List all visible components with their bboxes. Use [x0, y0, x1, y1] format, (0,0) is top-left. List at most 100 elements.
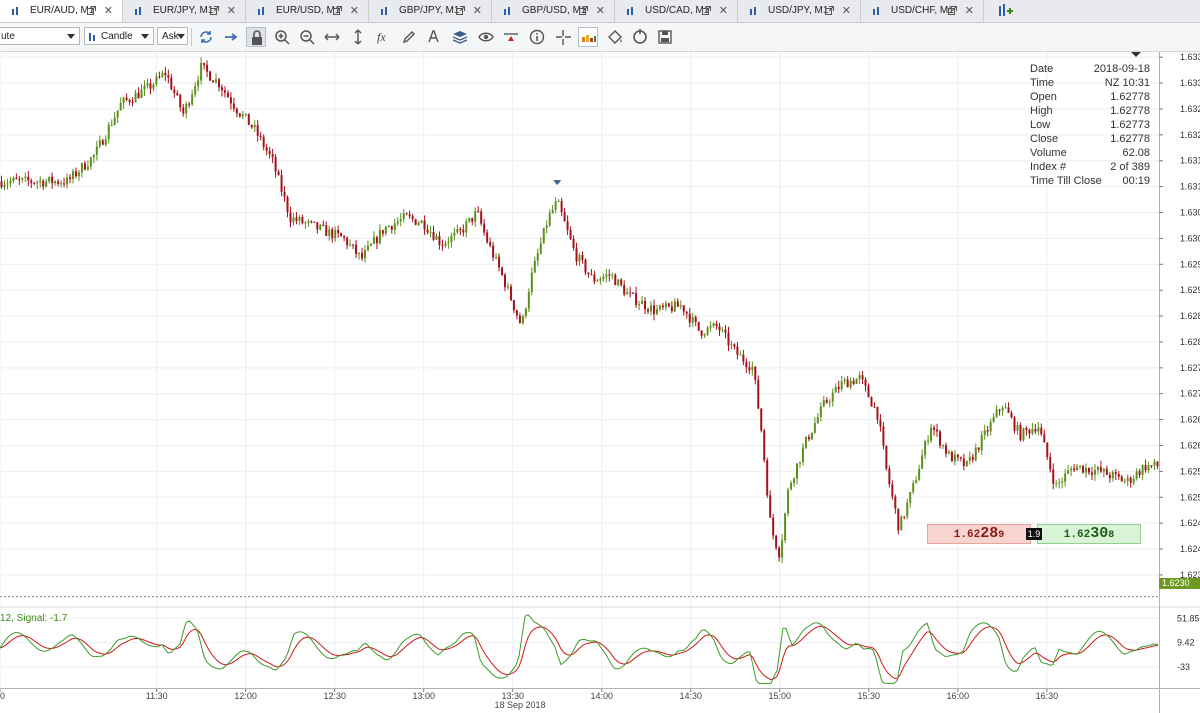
- price-side-select[interactable]: Ask: [157, 27, 188, 45]
- candle-body: [203, 62, 206, 65]
- candle-body: [259, 135, 262, 137]
- candle-body: [1093, 469, 1096, 475]
- buy-button[interactable]: 1.62308: [1037, 524, 1141, 544]
- popout-icon[interactable]: [579, 6, 588, 15]
- chart-type-select[interactable]: Candle: [84, 27, 154, 45]
- candle-body: [89, 157, 92, 167]
- popout-icon[interactable]: [456, 6, 465, 15]
- close-icon[interactable]: ✕: [226, 5, 236, 17]
- tab-eur-jpy[interactable]: EUR/JPY, M1 ✕: [123, 0, 246, 22]
- tab-eur-aud[interactable]: EUR/AUD, M1 ✕: [0, 0, 123, 22]
- close-icon[interactable]: ✕: [718, 5, 728, 17]
- close-icon[interactable]: ✕: [103, 5, 113, 17]
- candle-body: [411, 216, 414, 220]
- candle-body: [262, 136, 265, 148]
- fill-button[interactable]: [605, 27, 625, 47]
- close-icon[interactable]: ✕: [964, 5, 974, 17]
- candle-body: [798, 462, 801, 464]
- y-tick-label: 1.6300: [1180, 233, 1200, 243]
- candle-body: [176, 93, 179, 95]
- add-tab-icon[interactable]: [998, 3, 1014, 19]
- candle-body: [530, 272, 533, 293]
- axis-scroll-pointer[interactable]: [1131, 52, 1141, 57]
- candle-body: [703, 334, 706, 336]
- candle-body: [709, 325, 712, 328]
- close-icon[interactable]: ✕: [349, 5, 359, 17]
- candle-body: [781, 540, 784, 558]
- candle-body: [256, 125, 259, 136]
- candle-body: [1141, 465, 1144, 475]
- reset-button[interactable]: [630, 27, 650, 47]
- tab-eur-usd[interactable]: EUR/USD, M1 ✕: [246, 0, 369, 22]
- svg-text:fx: fx: [377, 30, 386, 44]
- candle-body: [164, 72, 167, 76]
- tab-label: EUR/AUD, M1: [30, 5, 95, 16]
- candle-body: [361, 252, 364, 259]
- info-value: 1.62778: [1110, 133, 1150, 145]
- candle-body: [712, 323, 715, 326]
- candle-body: [930, 427, 933, 441]
- candle-body: [715, 323, 718, 327]
- candle-body: [313, 221, 316, 223]
- candle-body: [858, 375, 861, 379]
- candle-body: [956, 454, 959, 458]
- info-value: 1.62778: [1110, 91, 1150, 103]
- close-icon[interactable]: ✕: [595, 5, 605, 17]
- zoom-out-button[interactable]: [297, 27, 317, 47]
- tab-usd-chf[interactable]: USD/CHF, M1 ✕: [861, 0, 984, 22]
- bid-ask-widget[interactable]: 1.62289 1.9 1.62308: [927, 524, 1141, 544]
- fit-horizontal-button[interactable]: [322, 27, 342, 47]
- candle-body: [1022, 428, 1025, 441]
- candle-body: [1099, 466, 1102, 472]
- popout-icon[interactable]: [702, 6, 711, 15]
- candle-body: [1016, 424, 1019, 431]
- sell-button[interactable]: 1.62289: [927, 524, 1031, 544]
- crosshair-button[interactable]: [553, 27, 573, 47]
- popout-icon[interactable]: [333, 6, 342, 15]
- candle-body: [1040, 427, 1043, 435]
- x-tick-label: 15:00: [769, 691, 792, 701]
- period-select[interactable]: ute: [0, 27, 80, 45]
- fit-horizontal-icon: [324, 33, 340, 41]
- fit-vertical-icon: [354, 29, 362, 45]
- candle-body: [885, 445, 888, 469]
- candle-body: [846, 379, 849, 388]
- tab-usd-cad[interactable]: USD/CAD, M1 ✕: [615, 0, 738, 22]
- candle-body: [542, 228, 545, 244]
- popout-icon[interactable]: [87, 6, 96, 15]
- zoom-in-button[interactable]: [272, 27, 292, 47]
- popout-icon[interactable]: [210, 6, 219, 15]
- lock-button[interactable]: [246, 27, 266, 47]
- shift-chart-button[interactable]: [221, 27, 241, 47]
- info-label: Time Till Close: [1030, 175, 1102, 187]
- tab-gbp-jpy[interactable]: GBP/JPY, M1 ✕: [369, 0, 492, 22]
- view-button[interactable]: [476, 27, 496, 47]
- refresh-button[interactable]: [196, 27, 216, 47]
- layers-button[interactable]: [450, 27, 470, 47]
- x-tick-label: 12:30: [323, 691, 346, 701]
- indicators-button[interactable]: fx: [374, 27, 394, 47]
- close-icon[interactable]: ✕: [472, 5, 482, 17]
- draw-button[interactable]: [399, 27, 419, 47]
- reset-icon: [633, 29, 647, 44]
- candle-body: [760, 408, 763, 431]
- candle-body: [1064, 473, 1067, 482]
- fit-vertical-button[interactable]: [348, 27, 368, 47]
- text-button[interactable]: [424, 27, 444, 47]
- save-button[interactable]: [655, 27, 675, 47]
- candle-body: [250, 125, 253, 128]
- info-button[interactable]: [527, 27, 547, 47]
- candle-body: [679, 305, 682, 307]
- candle-body: [1058, 482, 1061, 484]
- popout-icon[interactable]: [825, 6, 834, 15]
- candle-body: [608, 274, 611, 276]
- close-icon[interactable]: ✕: [841, 5, 851, 17]
- heatmap-button[interactable]: [578, 27, 598, 47]
- alert-button[interactable]: [501, 27, 521, 47]
- candle-body: [426, 229, 429, 233]
- popout-icon[interactable]: [948, 6, 957, 15]
- candle-body: [575, 248, 578, 262]
- price-chart[interactable]: 0 11:30 12:00 12:30 13:00 13:30 14:00 14:30 15:0…: [0, 52, 1200, 713]
- tab-gbp-usd[interactable]: GBP/USD, M1 ✕: [492, 0, 615, 22]
- tab-usd-jpy[interactable]: USD/JPY, M1 ✕: [738, 0, 861, 22]
